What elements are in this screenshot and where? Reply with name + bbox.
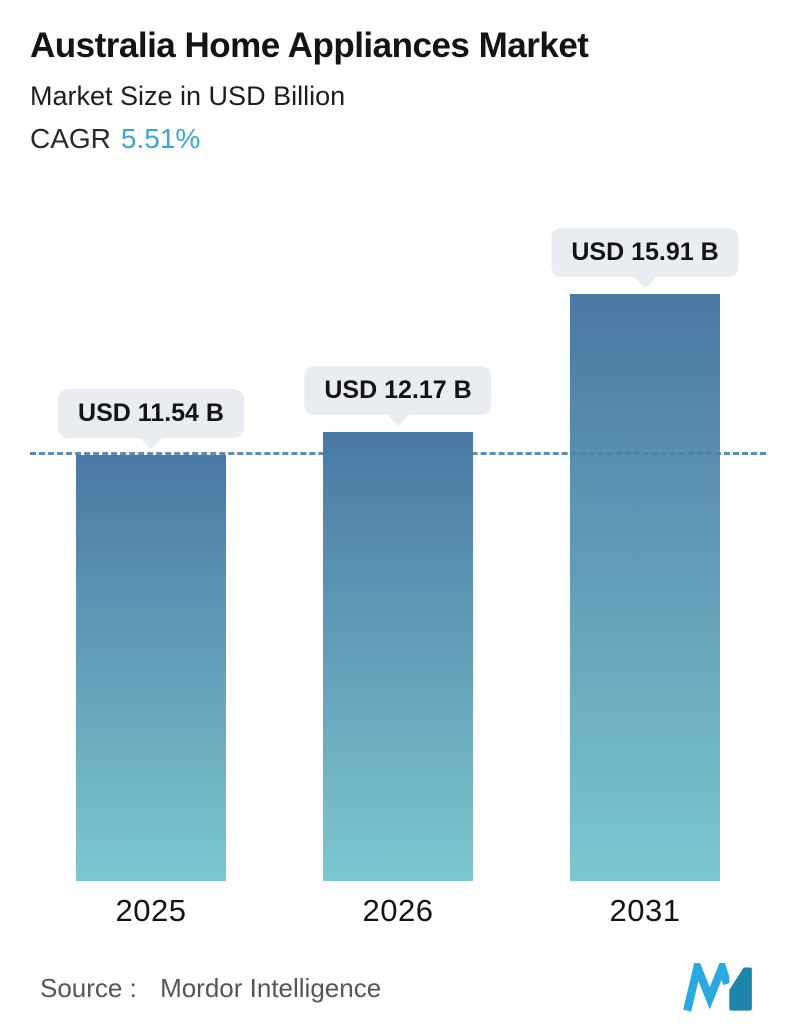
x-axis-label-2025: 2025 <box>115 893 187 929</box>
bar-group-2025: USD 11.54 B <box>58 241 244 882</box>
source-separator <box>143 973 150 1003</box>
bar-group-2026: USD 12.17 B <box>304 241 492 882</box>
cagr-value: 5.51% <box>120 123 201 155</box>
cagr-row: CAGR 5.51% <box>30 123 766 155</box>
bar-2026 <box>323 432 473 882</box>
x-axis-label-2031: 2031 <box>609 893 681 929</box>
x-axis-label-2026: 2026 <box>362 893 434 929</box>
bar-value-label: USD 15.91 B <box>551 228 739 278</box>
page-title: Australia Home Appliances Market <box>30 26 589 65</box>
bars-container: USD 11.54 B USD 12.17 B USD 15.91 B <box>30 228 766 882</box>
bar-group-2031: USD 15.91 B <box>551 228 739 882</box>
cagr-label: CAGR <box>30 123 111 155</box>
chart-subtitle: Market Size in USD Billion <box>30 81 346 112</box>
bar-chart: USD 11.54 B USD 12.17 B USD 15.91 B <box>30 228 766 882</box>
bar-value-label: USD 11.54 B <box>58 389 244 439</box>
x-axis: 2025 2026 2031 <box>0 893 796 929</box>
source-text: Source : Mordor Intelligence <box>40 973 381 1004</box>
bar-value-label: USD 12.17 B <box>304 366 492 416</box>
chart-header: Australia Home Appliances Market Market … <box>0 0 796 155</box>
chart-footer: Source : Mordor Intelligence <box>40 963 756 1013</box>
source-value: Mordor Intelligence <box>160 972 382 1003</box>
bar-2031 <box>570 294 720 882</box>
source-label: Source : <box>40 972 137 1003</box>
mordor-intelligence-logo-icon <box>683 963 752 1012</box>
reference-line <box>30 452 766 456</box>
bar-2025 <box>76 455 226 882</box>
